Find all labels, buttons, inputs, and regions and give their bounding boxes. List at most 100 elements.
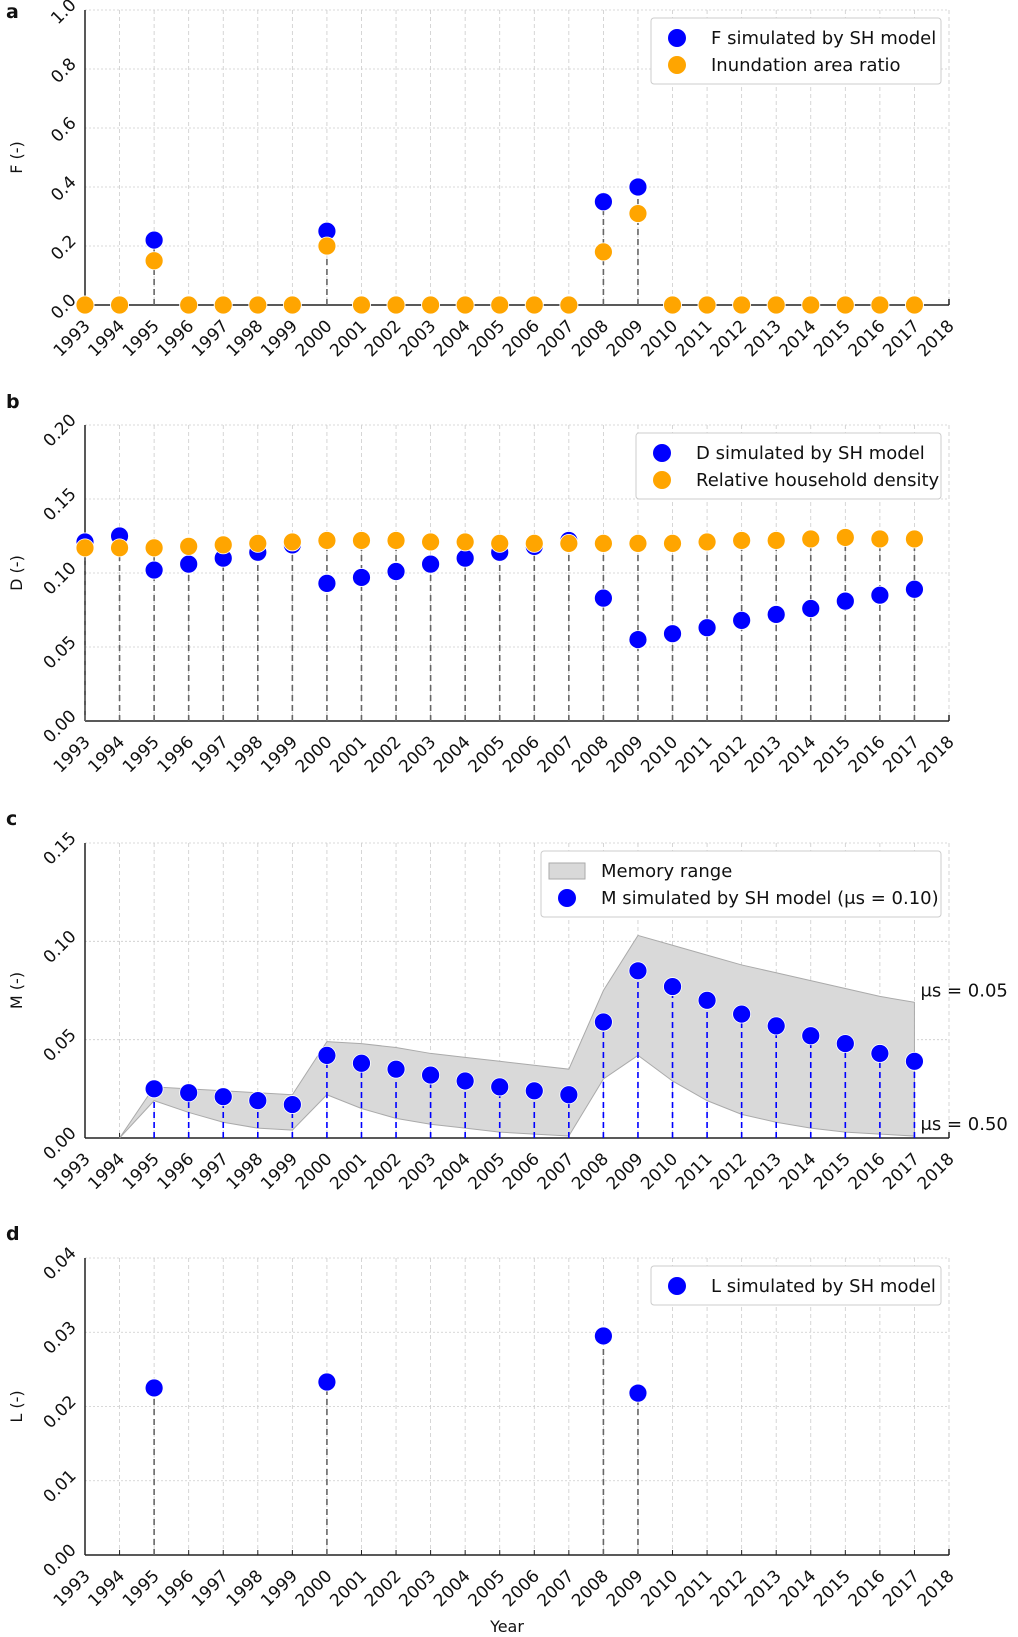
x-tick-label: 2001 (326, 1149, 371, 1194)
x-tick-label: 2014 (776, 1566, 821, 1611)
x-tick-label: 1993 (50, 316, 95, 361)
legend-marker (558, 889, 576, 907)
x-tick-label: 2015 (810, 316, 855, 361)
x-tick-label: 2012 (706, 1566, 751, 1611)
x-tick-label: 2015 (810, 1566, 855, 1611)
sim-point (386, 1059, 406, 1079)
sim-point (594, 588, 613, 608)
x-tick-label: 2003 (395, 316, 440, 361)
x-tick-label: 2017 (879, 1566, 924, 1611)
sim-point (559, 1085, 579, 1105)
obs-point (75, 538, 95, 558)
panel-a: a0.00.20.40.60.81.0199319941995199619971… (6, 0, 959, 361)
sim-point (386, 562, 406, 581)
sim-point (317, 1372, 337, 1392)
y-axis-label: F (-) (7, 141, 26, 174)
obs-point (455, 295, 475, 315)
x-tick-label: 2000 (292, 732, 337, 777)
x-tick-label: 2010 (637, 1149, 682, 1194)
obs-point (732, 295, 752, 315)
x-tick-label: 2016 (845, 1566, 890, 1611)
obs-point (732, 531, 752, 550)
obs-point (386, 531, 406, 550)
y-axis-label: M (-) (7, 972, 26, 1009)
obs-point (524, 295, 544, 315)
obs-point (282, 532, 302, 552)
y-axis-label: D (-) (7, 555, 26, 591)
sim-point (870, 1044, 890, 1063)
x-tick-label: 2012 (706, 1149, 751, 1194)
x-tick-label: 2004 (430, 732, 475, 777)
x-tick-label: 2012 (706, 316, 751, 361)
x-tick-label: 2013 (741, 1566, 786, 1611)
sim-point (179, 1083, 199, 1103)
sim-point (663, 624, 682, 644)
sim-point (144, 560, 164, 580)
obs-point (801, 529, 821, 549)
y-tick-label: 0.0 (47, 290, 80, 323)
sim-point (697, 618, 717, 638)
legend-marker (668, 1277, 686, 1295)
x-tick-label: 2018 (914, 732, 959, 777)
obs-point (455, 532, 475, 552)
sim-point (801, 599, 821, 618)
legend-box (635, 432, 942, 500)
x-tick-label: 1996 (153, 732, 198, 777)
x-tick-label: 2005 (465, 316, 510, 361)
obs-point (144, 538, 164, 558)
x-tick-label: 2016 (845, 732, 890, 777)
sim-point (524, 1081, 544, 1101)
obs-point (179, 536, 199, 556)
sim-point (455, 1071, 475, 1091)
x-tick-label: 1994 (84, 316, 129, 361)
x-tick-label: 2009 (603, 316, 648, 361)
obs-point (386, 295, 406, 315)
x-tick-label: 1995 (119, 316, 164, 361)
obs-point (766, 531, 786, 550)
x-tick-label: 2008 (568, 316, 613, 361)
x-tick-label: 2006 (499, 1149, 544, 1194)
x-tick-label: 2003 (395, 732, 440, 777)
sim-point (628, 630, 648, 649)
x-tick-label: 2006 (499, 1566, 544, 1611)
obs-point (352, 295, 371, 315)
y-tick-label: 0.15 (40, 828, 81, 869)
x-axis-label: Year (489, 1617, 524, 1636)
x-tick-label: 2003 (395, 1149, 440, 1194)
sim-point (628, 961, 648, 981)
obs-point (352, 531, 371, 550)
x-tick-label: 2013 (741, 316, 786, 361)
panel-letter: a (6, 1, 19, 23)
x-tick-label: 2006 (499, 316, 544, 361)
x-tick-label: 1997 (188, 316, 233, 361)
y-tick-label: 0.05 (40, 632, 81, 673)
x-tick-label: 2018 (914, 1149, 959, 1194)
obs-point (421, 532, 441, 552)
sim-point (421, 1065, 441, 1085)
x-tick-label: 2009 (603, 1566, 648, 1611)
x-tick-label: 2011 (672, 1566, 717, 1611)
sim-point (870, 585, 890, 605)
y-tick-label: 0.8 (47, 54, 80, 87)
sim-point (317, 1046, 337, 1065)
y-tick-label: 1.0 (47, 0, 80, 29)
y-tick-label: 0.15 (40, 484, 81, 525)
x-tick-label: 2011 (672, 732, 717, 777)
x-tick-label: 2005 (465, 1566, 510, 1611)
x-tick-label: 1994 (84, 1149, 129, 1194)
obs-point (559, 295, 579, 315)
obs-point (524, 534, 544, 553)
x-tick-label: 2017 (879, 316, 924, 361)
obs-point (490, 295, 510, 315)
y-tick-label: 0.02 (40, 1392, 81, 1433)
sim-point (766, 605, 786, 624)
sim-point (663, 977, 682, 996)
sim-point (455, 548, 475, 568)
x-tick-label: 1998 (223, 1149, 268, 1194)
x-tick-label: 2017 (879, 732, 924, 777)
obs-point (697, 295, 717, 315)
x-tick-label: 2015 (810, 732, 855, 777)
obs-point (213, 535, 233, 555)
legend-label: M simulated by SH model (μs = 0.10) (601, 888, 939, 909)
panel-c: c0.000.050.100.1519931994199519961997199… (6, 808, 1008, 1194)
